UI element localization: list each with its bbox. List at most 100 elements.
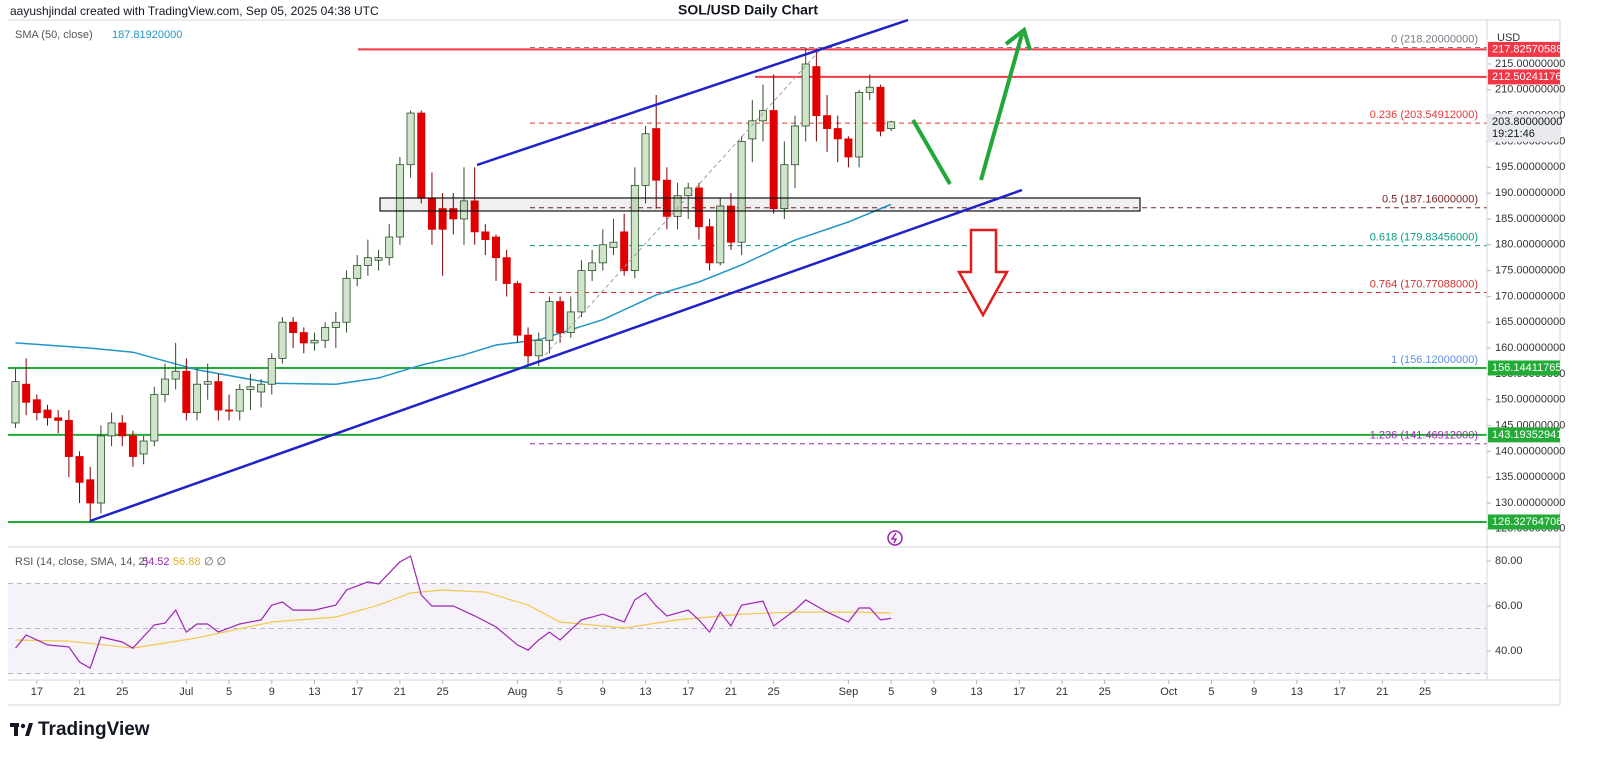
candle-body [331, 321, 340, 328]
candle-body [652, 128, 661, 181]
candle-body [502, 257, 511, 284]
logo-mark [25, 723, 33, 736]
candle-body [545, 301, 554, 341]
candle-body [577, 270, 586, 313]
x-tick-label: 9 [600, 686, 606, 698]
y-tick-label: 170.00000000 [1495, 290, 1565, 302]
price-label-box [1488, 514, 1560, 530]
x-tick-label: 13 [639, 686, 651, 698]
candle-body [128, 435, 137, 457]
candle-body [278, 321, 287, 359]
candle-body [513, 283, 522, 336]
price-label-box [1488, 69, 1560, 85]
candle-body [481, 231, 490, 241]
channel-upper-line [476, 18, 909, 167]
x-tick-label: 9 [269, 686, 275, 698]
candle-body [395, 164, 404, 238]
candle-body [417, 112, 426, 199]
x-tick-label: 21 [725, 686, 737, 698]
candle-body [171, 370, 180, 380]
x-tick-label: 17 [1334, 686, 1346, 698]
candle-body [75, 456, 84, 483]
candle-body [620, 231, 629, 271]
y-tick-label: 80.00 [1495, 555, 1523, 567]
x-tick-label: 17 [31, 686, 43, 698]
candle-body [630, 184, 639, 271]
price-label: 212.50241176 [1492, 71, 1562, 83]
chart-title: SOL/USD Daily Chart [678, 2, 818, 18]
x-tick-label: 25 [1419, 686, 1431, 698]
y-tick-label: 140.00000000 [1495, 445, 1565, 457]
y-tick-label: 190.00000000 [1495, 187, 1565, 199]
x-tick-label: 21 [1376, 686, 1388, 698]
candle-body [492, 236, 501, 259]
candle-body [780, 164, 789, 210]
candle-body [86, 479, 95, 504]
candle-body [246, 386, 255, 390]
x-tick-label: 25 [1099, 686, 1111, 698]
candle-body [737, 141, 746, 243]
alert-icon-bolt [890, 532, 898, 544]
x-tick-label: 5 [226, 686, 232, 698]
candle-body [887, 121, 896, 129]
candle-body [438, 208, 447, 230]
candle-body [758, 110, 767, 122]
fib-level-label: 1.236 (141.46912000) [1370, 430, 1478, 442]
sma-legend-value: 187.81920000 [112, 29, 182, 41]
y-tick-label: 195.00000000 [1495, 161, 1565, 173]
alert-icon[interactable] [887, 530, 903, 546]
x-tick-label: 17 [351, 686, 363, 698]
candle-body [566, 311, 575, 333]
candle-body [855, 92, 864, 158]
green-down-stroke [911, 118, 952, 186]
x-tick-label: 9 [1251, 686, 1257, 698]
fib-level-label: 0.5 (187.16000000) [1382, 194, 1478, 206]
candle-body [225, 409, 234, 412]
x-tick-label: 9 [931, 686, 937, 698]
candle-body [267, 357, 276, 385]
candle-body [160, 378, 169, 395]
rsi-line [15, 555, 892, 669]
candle-body [353, 265, 362, 279]
candle-body [641, 133, 650, 186]
candle-body [449, 208, 458, 220]
candle-body [524, 334, 533, 357]
candle-body [32, 399, 41, 414]
price-label: 143.19352941 [1492, 429, 1562, 441]
candle-body [139, 440, 148, 455]
candle-body [534, 339, 543, 357]
fib-level-label: 0 (218.20000000) [1391, 33, 1478, 45]
x-tick-label: 13 [308, 686, 320, 698]
candle-body [694, 187, 703, 228]
candle-body [214, 381, 223, 411]
fib-level-label: 0.618 (179.83456000) [1370, 232, 1478, 244]
sma-legend: SMA (50, close) [15, 29, 93, 41]
x-tick-label: 25 [436, 686, 448, 698]
y-tick-label: 185.00000000 [1495, 213, 1565, 225]
candle-body [150, 394, 159, 442]
rsi-sma-line [15, 589, 892, 649]
candle-body [289, 321, 298, 333]
candle-body [257, 383, 266, 393]
x-tick-label: 17 [1013, 686, 1025, 698]
candle-body [107, 422, 116, 437]
candle-body [193, 383, 202, 414]
candle-body [588, 262, 597, 271]
y-tick-label: 40.00 [1495, 645, 1523, 657]
x-tick-label: 21 [73, 686, 85, 698]
candle-body [726, 205, 735, 243]
current-price-box [1488, 113, 1560, 142]
x-tick-label: Oct [1160, 686, 1177, 698]
x-tick-label: Sep [839, 686, 859, 698]
candle-body [556, 301, 565, 333]
x-tick-label: 13 [1291, 686, 1303, 698]
candle-body [385, 236, 394, 259]
channel-lower-line [89, 188, 1023, 523]
currency: USD [1497, 32, 1520, 44]
y-tick-label: 60.00 [1495, 600, 1523, 612]
logo-mark [14, 723, 18, 736]
candle-body [406, 112, 415, 166]
x-tick-label: 17 [682, 686, 694, 698]
